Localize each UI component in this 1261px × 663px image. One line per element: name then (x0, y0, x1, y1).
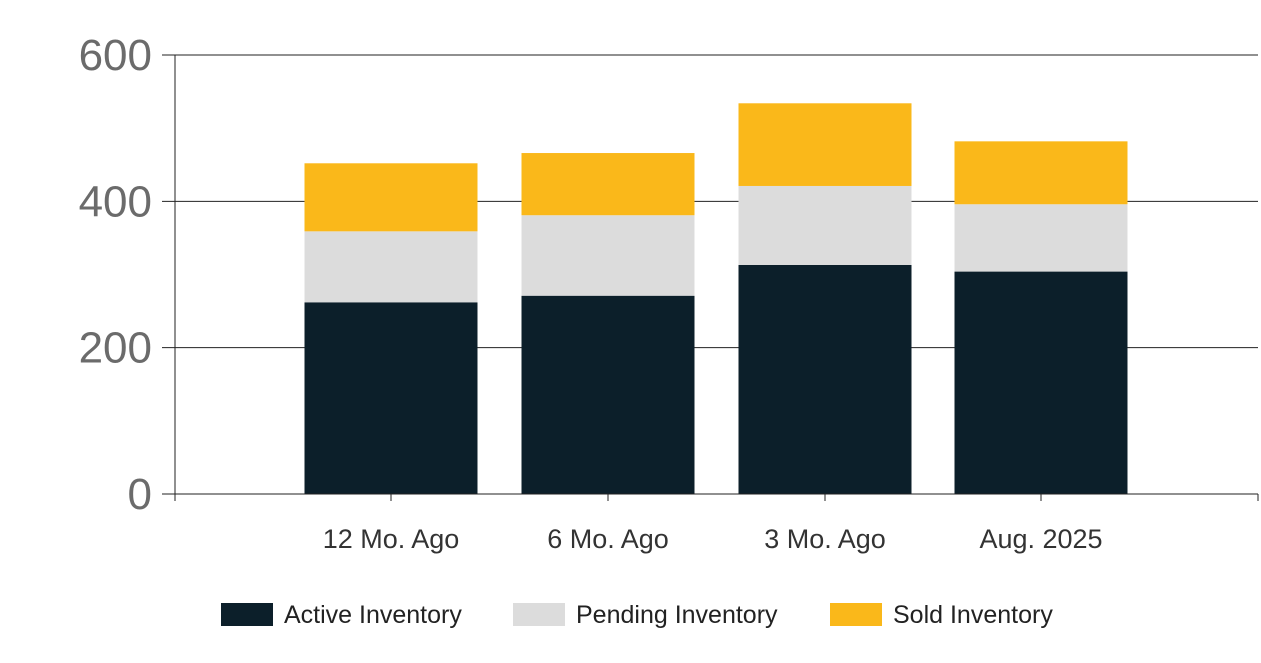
legend-swatch (221, 603, 273, 626)
y-tick-label: 200 (79, 324, 152, 373)
bar-sold-inventory-1 (304, 163, 478, 232)
legend: Active Inventory Pending Inventory Sold In… (221, 601, 1053, 629)
bars (304, 103, 1128, 494)
bar-sold-inventory-3 (738, 103, 912, 186)
bar-pending-inventory-4 (954, 204, 1128, 272)
bar-pending-inventory-3 (738, 185, 912, 265)
y-tick-label: 400 (79, 177, 152, 226)
x-tick-label: 12 Mo. Ago (323, 524, 460, 554)
x-tick-label: 3 Mo. Ago (764, 524, 886, 554)
x-tick-label: 6 Mo. Ago (547, 524, 669, 554)
legend-item-pending-inventory: Pending Inventory (513, 601, 778, 629)
bar-active-inventory-4 (954, 271, 1128, 494)
axes (162, 55, 1259, 501)
legend-label: Active Inventory (284, 601, 462, 629)
bar-pending-inventory-1 (304, 231, 478, 303)
y-tick-label: 600 (79, 31, 152, 80)
y-tick-label: 0 (128, 470, 152, 519)
legend-item-active-inventory: Active Inventory (221, 601, 462, 629)
bar-pending-inventory-2 (521, 215, 695, 296)
x-tick-label: Aug. 2025 (979, 524, 1102, 554)
bar-sold-inventory-2 (521, 153, 695, 216)
bar-active-inventory-3 (738, 264, 912, 494)
y-tick-labels: 0 200 400 600 (79, 31, 152, 519)
legend-swatch (513, 603, 565, 626)
legend-item-sold-inventory: Sold Inventory (830, 601, 1053, 629)
legend-label: Sold Inventory (893, 601, 1053, 629)
bar-active-inventory-1 (304, 302, 478, 494)
legend-swatch (830, 603, 882, 626)
legend-label: Pending Inventory (576, 601, 778, 629)
bar-sold-inventory-4 (954, 141, 1128, 205)
bar-active-inventory-2 (521, 295, 695, 494)
x-tick-labels: 12 Mo. Ago 6 Mo. Ago 3 Mo. Ago Aug. 2025 (323, 524, 1103, 554)
